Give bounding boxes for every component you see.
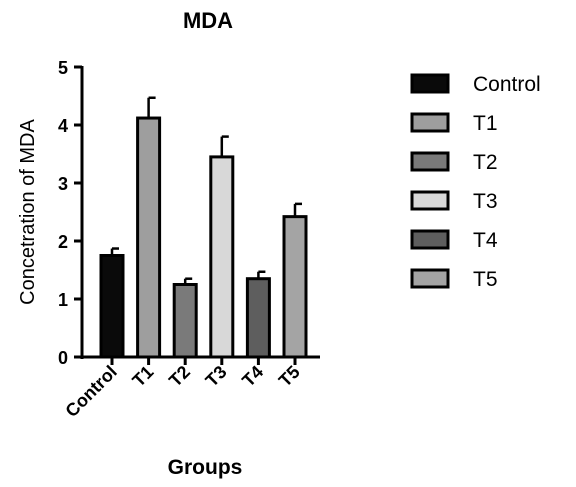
legend: Control T1 T2 T3 T4 T5 [410, 73, 541, 291]
bar-t3 [209, 155, 235, 359]
x-tick-label: T5 [275, 362, 304, 391]
bar-t5 [282, 215, 308, 359]
x-tick-label: T3 [202, 362, 231, 391]
y-tick-label: 1 [58, 290, 68, 310]
legend-label: T3 [473, 190, 498, 213]
legend-swatch [410, 73, 450, 94]
legend-label: T1 [473, 112, 498, 135]
x-tick-label: Control [61, 362, 120, 421]
legend-label: T2 [473, 151, 498, 174]
x-tick-label: T2 [165, 362, 194, 391]
bar-control [99, 254, 125, 359]
y-tick-label: 4 [58, 116, 68, 136]
chart-title: MDA [183, 8, 233, 33]
y-tick-label: 2 [58, 232, 68, 252]
bar-t2 [172, 283, 198, 359]
legend-swatch [410, 190, 450, 211]
x-tick-label: T4 [238, 362, 267, 391]
bar-t1 [136, 116, 162, 359]
legend-swatch [410, 112, 450, 133]
y-tick-label: 3 [58, 174, 68, 194]
bar-t4 [245, 277, 271, 359]
legend-swatch [410, 229, 450, 250]
legend-label: Control [473, 73, 541, 96]
x-tick-label: T1 [128, 362, 157, 391]
legend-swatch [410, 151, 450, 172]
y-axis-title: Concetration of MDA [17, 119, 39, 305]
y-tick-label: 0 [58, 348, 68, 368]
y-tick-label: 5 [58, 58, 68, 78]
plot-area: 0 1 2 3 4 5 Control T1 T2 T3 T4 T5 [58, 58, 320, 421]
x-axis-title: Groups [168, 456, 243, 479]
legend-swatch [410, 268, 450, 289]
legend-label: T5 [473, 268, 498, 291]
legend-label: T4 [473, 229, 498, 252]
